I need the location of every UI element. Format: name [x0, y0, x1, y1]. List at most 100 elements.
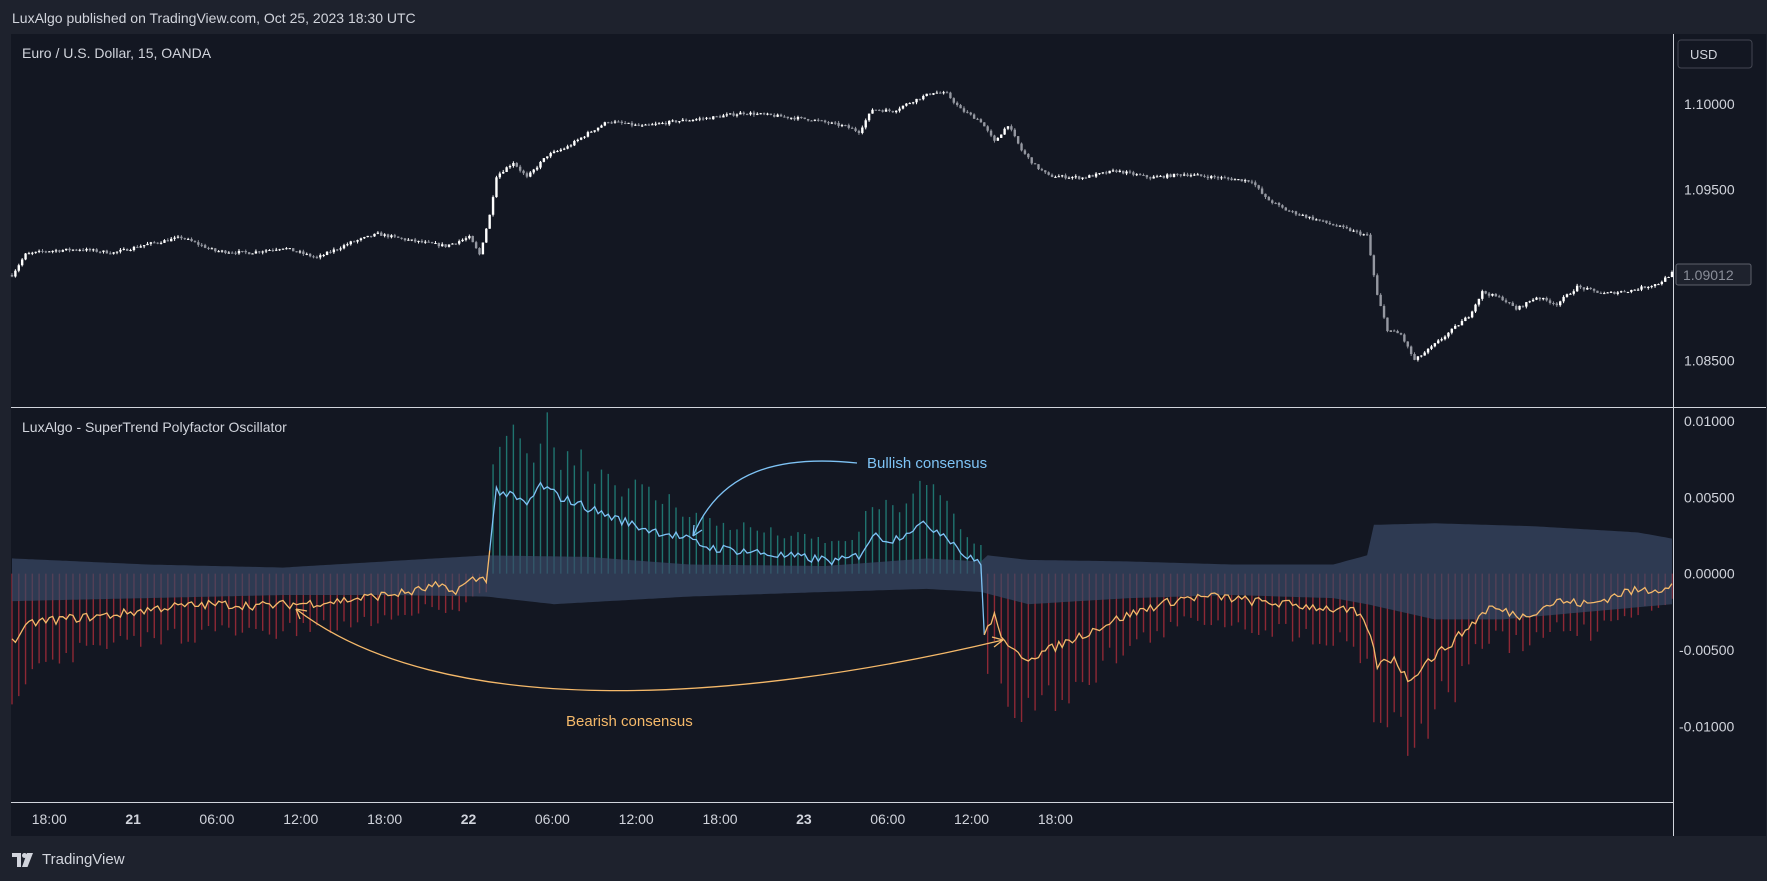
candle-body [1199, 174, 1203, 176]
candle-body [1653, 284, 1657, 287]
tradingview-logo[interactable]: TradingView [12, 851, 125, 868]
candle-body [366, 235, 369, 238]
currency-button[interactable]: USD [1690, 47, 1717, 62]
oscillator-tick-label: -0.00500 [1679, 642, 1734, 658]
candle-body [1531, 299, 1535, 302]
candle-body [596, 127, 600, 131]
candle-body [342, 245, 346, 249]
candle-body [715, 116, 718, 118]
candle-body [1291, 211, 1294, 213]
candle-body [867, 113, 871, 121]
candle-body [834, 122, 837, 124]
candle-body [613, 121, 617, 123]
candle-body [275, 249, 278, 251]
candle-body [993, 135, 996, 141]
candle-body [563, 148, 566, 150]
candle-body [678, 121, 681, 123]
currency-button-box[interactable] [1677, 39, 1753, 69]
candle-body [1172, 173, 1176, 178]
axis-corner [1674, 802, 1766, 836]
candle-body [491, 197, 495, 215]
candle-body [44, 251, 48, 253]
candle-body [1105, 172, 1108, 174]
candle-body [861, 127, 864, 133]
candle-body [742, 112, 745, 114]
candle-body [1470, 311, 1474, 318]
candle-body [214, 248, 217, 252]
candle-body [732, 113, 735, 116]
candle-body [823, 120, 827, 123]
candle-body [427, 241, 430, 243]
candle-body [268, 249, 271, 251]
candle-body [352, 241, 356, 243]
candle-body [153, 242, 156, 244]
candle-body [1281, 205, 1284, 208]
candle-body [681, 119, 684, 122]
candle-body [1453, 325, 1457, 329]
candle-body [962, 108, 966, 112]
candle-body [918, 98, 922, 100]
candle-body [776, 114, 779, 117]
candle-body [1301, 214, 1304, 216]
candle-body [1606, 292, 1609, 294]
candle-body [71, 249, 75, 251]
candle-body [1210, 176, 1213, 179]
time-axis[interactable] [11, 802, 1674, 836]
candle-body [61, 250, 65, 252]
candle-body [1318, 219, 1321, 221]
candle-body [68, 248, 71, 251]
candle-body [98, 251, 102, 253]
candle-body [1084, 177, 1088, 179]
candle-body [820, 120, 823, 122]
chart-area[interactable]: Euro / U.S. Dollar, 15, OANDA LuxAlgo - … [0, 0, 1767, 836]
candle-body [1321, 220, 1325, 222]
candle-body [444, 244, 447, 247]
candle-body [380, 232, 383, 236]
candle-body [529, 172, 532, 177]
price-pane[interactable] [11, 34, 1674, 407]
candle-body [1619, 291, 1623, 293]
candle-body [1657, 284, 1660, 286]
oscillator-lines [11, 481, 1673, 683]
candle-body [132, 246, 136, 251]
candle-body [1186, 174, 1189, 176]
candle-body [1372, 255, 1376, 276]
candle-body [739, 112, 742, 115]
candle-body [1623, 291, 1626, 293]
price-axis[interactable] [1674, 34, 1766, 802]
candle-body [701, 118, 705, 120]
candle-body [1338, 225, 1342, 227]
candle-body [1501, 296, 1504, 301]
candle-body [1328, 222, 1332, 225]
candle-body [146, 243, 149, 246]
candle-body [1596, 290, 1599, 293]
candle-body [298, 251, 302, 253]
time-tick-label: 23 [796, 811, 812, 827]
oscillator-tick-label: -0.01000 [1679, 718, 1734, 734]
candle-body [1220, 177, 1223, 179]
candle-body [1206, 176, 1210, 179]
candle-body [1521, 305, 1525, 307]
candle-body [1538, 297, 1542, 300]
candle-body [1287, 210, 1291, 212]
candle-body [417, 240, 420, 242]
candle-body [1121, 170, 1125, 174]
candle-body [65, 248, 68, 251]
candle-body [1315, 219, 1318, 221]
candle-body [1064, 175, 1067, 179]
candle-body [1047, 172, 1050, 175]
candle-body [759, 113, 762, 115]
candle-body [1271, 200, 1274, 203]
candle-body [942, 92, 945, 94]
candle-body [349, 241, 352, 245]
candle-body [471, 235, 474, 243]
candle-body [1542, 297, 1545, 300]
candle-body [322, 254, 325, 256]
candle-body [1335, 225, 1338, 227]
candle-body [1460, 321, 1464, 326]
candle-body [806, 119, 810, 121]
candle-body [708, 117, 712, 120]
candle-body [769, 113, 773, 115]
candle-body [1365, 234, 1369, 236]
candle-body [1149, 177, 1152, 179]
